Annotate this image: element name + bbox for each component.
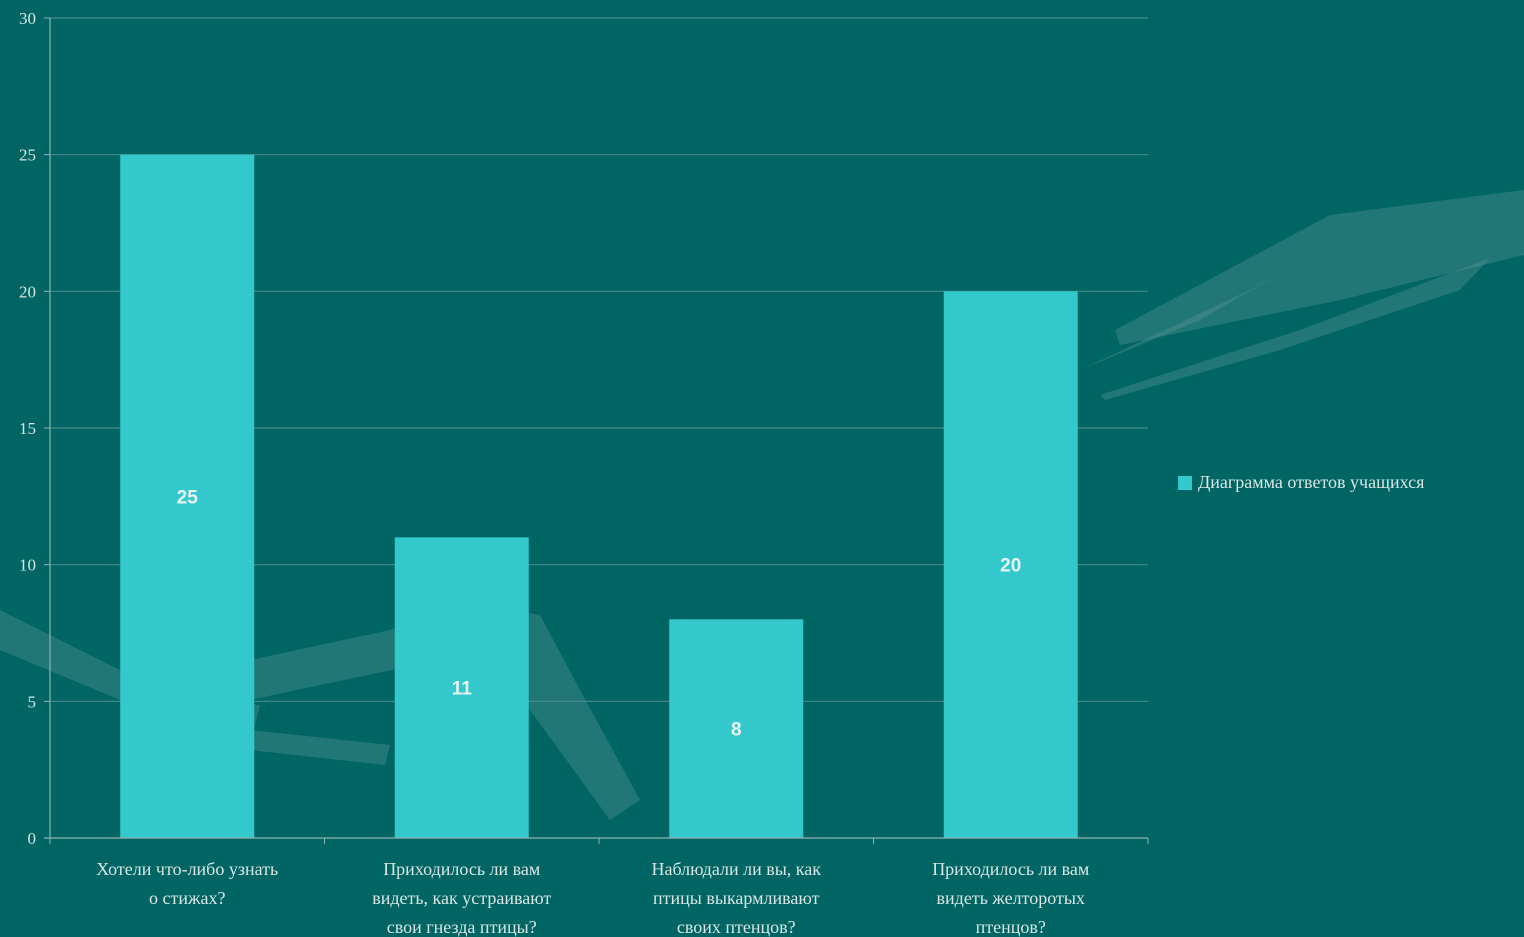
y-tick-label: 15 xyxy=(19,419,36,438)
decoration-streak xyxy=(250,730,390,765)
bar-data-label: 11 xyxy=(452,679,473,700)
category-label: Приходилось ли вам видеть, как устраивают… xyxy=(372,859,551,937)
y-tick-label: 25 xyxy=(19,146,36,165)
legend-label: Диаграмма ответов учащихся xyxy=(1198,472,1425,492)
bar xyxy=(394,537,529,838)
bar xyxy=(943,291,1078,838)
decoration-streak xyxy=(1115,190,1524,345)
legend: Диаграмма ответов учащихся xyxy=(1178,472,1424,493)
axes xyxy=(44,18,1149,844)
y-tick-label: 10 xyxy=(19,556,36,575)
y-tick-label: 30 xyxy=(19,9,36,28)
bar-data-label: 20 xyxy=(1000,556,1021,577)
decoration-streak xyxy=(250,600,640,820)
bar xyxy=(669,619,804,838)
labels: 0 5 10 15 20 25 30 25 11 8 20 Хотели что-либо узнат… xyxy=(19,9,1089,937)
y-tick-label: 5 xyxy=(28,692,37,711)
decoration-streak xyxy=(1100,258,1490,400)
category-label: Хотели что-либо узнать о стижах? xyxy=(96,859,278,908)
category-label: Наблюдали ли вы, как птицы выкармливают св… xyxy=(651,859,821,937)
bar-data-label: 25 xyxy=(177,487,199,508)
bar-data-label: 8 xyxy=(731,720,742,741)
y-tick-label: 20 xyxy=(19,282,36,301)
bars xyxy=(120,154,1078,838)
category-label: Приходилось ли вам видеть желторотых птенц… xyxy=(932,859,1089,937)
legend-swatch xyxy=(1178,475,1192,490)
y-tick-label: 0 xyxy=(28,829,37,848)
bar xyxy=(120,154,255,838)
